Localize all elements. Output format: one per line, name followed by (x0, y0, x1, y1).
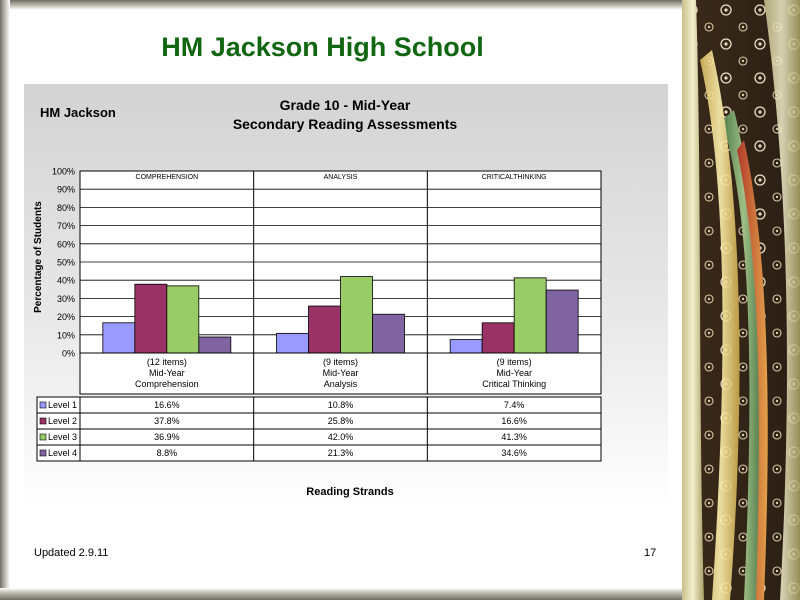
legend-swatch (39, 401, 47, 409)
data-table-cell: 16.6% (501, 416, 527, 426)
data-table-cell: 41.3% (501, 432, 527, 442)
data-table-cell: 34.6% (501, 448, 527, 458)
data-table-cell: 25.8% (328, 416, 354, 426)
slide-title: HM Jackson High School (161, 32, 484, 62)
x-axis-title: Reading Strands (306, 486, 394, 498)
bar (102, 322, 136, 354)
data-table-cell: 36.9% (154, 432, 180, 442)
legend-label: Level 4 (48, 448, 77, 458)
frame-shadow-top (0, 0, 690, 10)
decorative-floral-panel (682, 0, 800, 600)
bar (276, 332, 309, 354)
category-label: Analysis (324, 379, 358, 389)
legend-label: Level 3 (48, 432, 77, 442)
legend-swatch (39, 417, 47, 425)
y-tick-label: 40% (57, 276, 75, 286)
bar (372, 313, 405, 354)
y-tick-label: 20% (57, 312, 75, 322)
chart-title: Grade 10 - Mid-Year Secondary Reading As… (230, 96, 460, 134)
y-tick-label: 60% (57, 239, 75, 249)
data-table-cell: 10.8% (328, 400, 354, 410)
frame-shadow-bottom (0, 588, 690, 600)
page-number: 17 (644, 547, 657, 559)
group-header: CRITICALTHINKING (482, 174, 547, 181)
footer-updated: Updated 2.9.11 (34, 547, 109, 559)
data-table-cell: 37.8% (154, 416, 180, 426)
bar (198, 336, 232, 354)
category-label: Mid-Year (149, 368, 185, 378)
data-table-cell: 8.8% (157, 448, 178, 458)
legend-label: Level 1 (48, 400, 77, 410)
bar (340, 276, 373, 354)
data-table-cell: 42.0% (328, 432, 354, 442)
y-tick-label: 80% (57, 203, 75, 213)
bar (166, 285, 200, 354)
category-label: Mid-Year (496, 368, 532, 378)
y-tick-label: 0% (62, 349, 75, 359)
y-tick-label: 30% (57, 294, 75, 304)
group-header: COMPREHENSION (136, 174, 199, 181)
category-label: Comprehension (135, 379, 199, 389)
legend-swatch (39, 449, 47, 457)
category-label: (9 items) (323, 357, 358, 367)
category-label: (12 items) (147, 357, 187, 367)
bar (449, 339, 483, 354)
bar (513, 277, 547, 354)
legend-swatch (39, 433, 47, 441)
y-tick-label: 50% (57, 258, 75, 268)
y-tick-label: 90% (57, 185, 75, 195)
category-label-box (79, 352, 602, 395)
category-label: (9 items) (497, 357, 532, 367)
y-tick-label: 10% (57, 330, 75, 340)
legend-label: Level 2 (48, 416, 77, 426)
bar (481, 322, 515, 354)
school-label: HM Jackson (40, 105, 116, 120)
data-table-cell: 7.4% (504, 400, 525, 410)
data-table-cell: 21.3% (328, 448, 354, 458)
category-label: Mid-Year (323, 368, 359, 378)
group-header: ANALYSIS (324, 174, 358, 181)
category-label: Critical Thinking (482, 379, 546, 389)
bar (134, 283, 168, 354)
chart-title-line-2: Secondary Reading Assessments (232, 116, 458, 132)
y-tick-label: 100% (52, 167, 75, 177)
bar (308, 305, 341, 354)
data-table-cell: 16.6% (154, 400, 180, 410)
y-tick-label: 70% (57, 221, 75, 231)
chart-title-line-1: Grade 10 - Mid-Year (279, 97, 411, 113)
bar (545, 289, 579, 354)
frame-shadow-left (0, 0, 10, 600)
